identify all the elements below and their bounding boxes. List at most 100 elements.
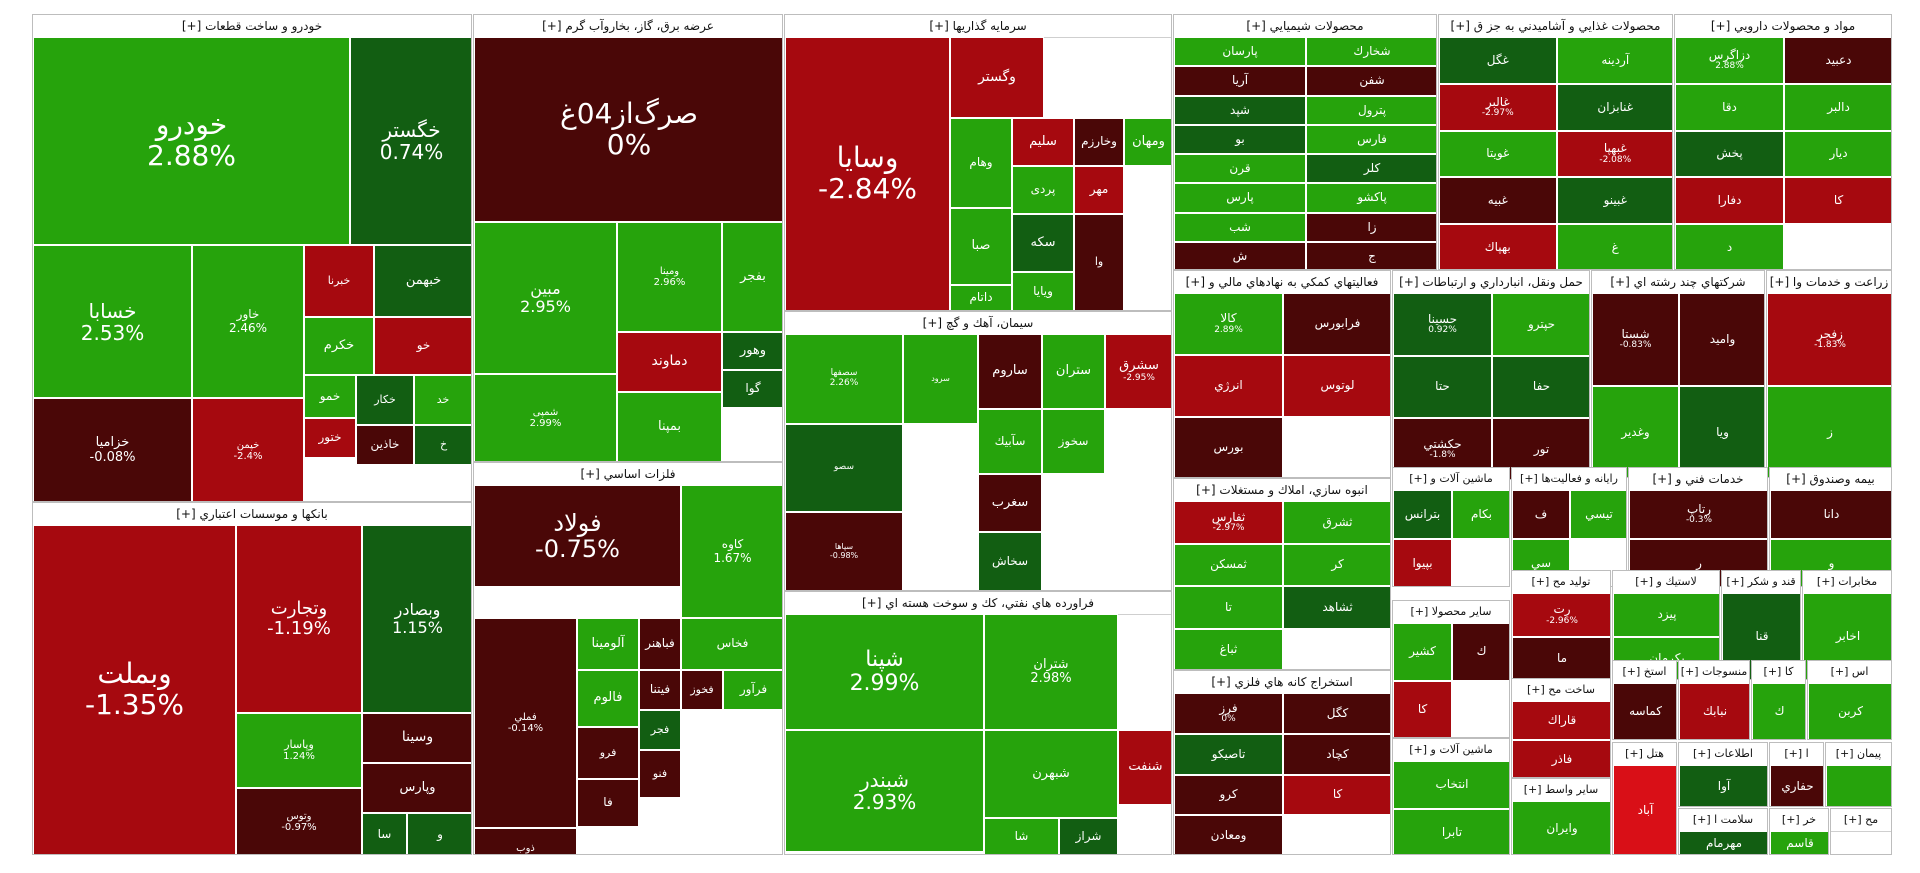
- sector-title[interactable]: محصولات غذايي و آشاميدني به جز ق [+]: [1439, 15, 1672, 38]
- tile[interactable]: سصو: [785, 424, 903, 512]
- tile[interactable]: شفن: [1306, 66, 1436, 96]
- tile[interactable]: ش: [1174, 241, 1306, 269]
- sector-title[interactable]: خر [+]: [1770, 809, 1828, 832]
- sector-title[interactable]: مخابرات [+]: [1803, 571, 1891, 594]
- tile[interactable]: كگل: [1283, 693, 1390, 734]
- tile[interactable]: بمپنا: [617, 392, 722, 461]
- tile[interactable]: زفجر -1.83%: [1767, 293, 1891, 386]
- sector-title[interactable]: شركتهاي چند رشته اي [+]: [1592, 271, 1764, 294]
- tile[interactable]: ثشاهد: [1283, 586, 1390, 629]
- tile[interactable]: پردی: [1012, 166, 1074, 214]
- sector-title[interactable]: ساير محصولا [+]: [1393, 601, 1509, 624]
- tile[interactable]: گوا: [722, 370, 782, 408]
- tile[interactable]: كر: [1283, 543, 1390, 586]
- tile[interactable]: غالبر -2.97%: [1439, 83, 1557, 131]
- tile[interactable]: وسينا: [362, 713, 471, 763]
- tile[interactable]: فرابورس: [1283, 293, 1390, 355]
- tile[interactable]: سكه: [1012, 214, 1074, 272]
- tile[interactable]: لوتوس: [1283, 355, 1390, 417]
- tile[interactable]: وتجارت -1.19%: [236, 525, 362, 713]
- sector-title[interactable]: توليد مح [+]: [1512, 571, 1610, 594]
- tile[interactable]: وپاسار 1.24%: [236, 713, 362, 788]
- tile[interactable]: فيتنا: [639, 670, 681, 710]
- tile[interactable]: قرن: [1174, 154, 1306, 184]
- tile[interactable]: غبينو: [1556, 177, 1672, 225]
- tile[interactable]: غگل: [1439, 37, 1557, 84]
- sector-title[interactable]: هتل [+]: [1613, 743, 1676, 766]
- tile[interactable]: فجر: [639, 710, 681, 750]
- sector-title[interactable]: زراعت و خدمات وا [+]: [1767, 271, 1891, 294]
- tile[interactable]: حفا: [1492, 355, 1589, 419]
- tile[interactable]: بورس: [1174, 417, 1283, 477]
- sector-title[interactable]: سلامت ا [+]: [1679, 809, 1767, 832]
- tile[interactable]: وپارس: [362, 763, 471, 813]
- tile[interactable]: شبندر 2.93%: [785, 730, 984, 852]
- tile[interactable]: وهام: [950, 118, 1012, 208]
- tile[interactable]: تيسي: [1570, 490, 1626, 539]
- tile[interactable]: شتران 2.98%: [984, 614, 1118, 730]
- sector-title[interactable]: منسوجات [+]: [1679, 661, 1749, 684]
- tile[interactable]: شستا -0.83%: [1592, 293, 1679, 386]
- sector-title[interactable]: استخ [+]: [1613, 661, 1676, 684]
- tile[interactable]: غ: [1556, 224, 1672, 269]
- tile[interactable]: ز: [1767, 386, 1891, 477]
- tile[interactable]: داتام: [950, 285, 1012, 310]
- tile[interactable]: شخارك: [1306, 37, 1436, 67]
- tile[interactable]: خاذين: [356, 425, 414, 465]
- tile[interactable]: مهر: [1074, 166, 1124, 214]
- tile[interactable]: شا: [984, 818, 1059, 854]
- tile[interactable]: بترانس: [1393, 490, 1452, 539]
- tile[interactable]: سپاها -0.98%: [785, 512, 903, 590]
- sector-title[interactable]: استخراج كانه هاي فلزي [+]: [1174, 671, 1390, 694]
- tile[interactable]: دعبيد: [1784, 37, 1891, 84]
- tile[interactable]: آوا: [1679, 765, 1767, 806]
- tile[interactable]: مبين 2.95%: [474, 222, 617, 374]
- tile[interactable]: كچاد: [1283, 733, 1390, 775]
- tile[interactable]: ومعادن: [1174, 815, 1283, 854]
- tile[interactable]: ك: [1452, 623, 1509, 681]
- tile[interactable]: سشرق -2.95%: [1105, 334, 1171, 409]
- tile[interactable]: كاوه 1.67%: [681, 485, 782, 618]
- tile[interactable]: وا: [1074, 214, 1124, 310]
- tile[interactable]: وگستر: [950, 37, 1044, 118]
- tile[interactable]: كا: [1393, 681, 1452, 737]
- tile[interactable]: وامید: [1679, 293, 1764, 386]
- tile[interactable]: وغدير: [1592, 386, 1679, 477]
- tile[interactable]: حسينا 0.92%: [1393, 293, 1492, 356]
- tile[interactable]: ساروم: [978, 334, 1042, 409]
- tile[interactable]: شب: [1174, 212, 1306, 242]
- tile[interactable]: فرآور: [723, 670, 782, 710]
- tile[interactable]: شبهرن: [984, 730, 1118, 818]
- tile[interactable]: ختور: [304, 418, 356, 458]
- tile[interactable]: آردينه: [1556, 37, 1672, 84]
- tile[interactable]: فملي -0.14%: [474, 618, 577, 828]
- tile[interactable]: سخاش: [978, 532, 1042, 590]
- tile[interactable]: ك: [1752, 683, 1805, 739]
- tile[interactable]: كا: [1283, 774, 1390, 816]
- tile[interactable]: فارس: [1306, 124, 1436, 154]
- tile[interactable]: كلر: [1306, 154, 1436, 184]
- tile[interactable]: قاراك: [1512, 701, 1610, 740]
- tile[interactable]: فرز 0%: [1174, 693, 1283, 734]
- sector-title[interactable]: خدمات فني و [+]: [1629, 468, 1767, 491]
- tile[interactable]: وهور: [722, 332, 782, 370]
- sector-title[interactable]: فعاليتهاي كمكي به نهادهاي مالي و [+]: [1174, 271, 1390, 294]
- tile[interactable]: بفجر: [722, 222, 782, 332]
- tile[interactable]: آلومينا: [577, 618, 639, 670]
- tile[interactable]: رتاپ -0.3%: [1629, 490, 1767, 539]
- sector-title[interactable]: اس [+]: [1808, 661, 1891, 684]
- tile[interactable]: بهپاك: [1439, 224, 1557, 269]
- tile[interactable]: حپترو: [1492, 293, 1589, 356]
- tile[interactable]: خو: [374, 317, 471, 375]
- tile[interactable]: فخوز: [681, 670, 723, 710]
- tile[interactable]: سا: [362, 813, 407, 854]
- tile[interactable]: سغرب: [978, 474, 1042, 532]
- tile[interactable]: حتا: [1393, 355, 1492, 419]
- tile[interactable]: ذوب-0.22%: [474, 828, 577, 854]
- tile[interactable]: خ: [414, 425, 471, 465]
- tile[interactable]: غبهپا -2.08%: [1556, 130, 1672, 178]
- tile[interactable]: بكام: [1452, 490, 1509, 539]
- tile[interactable]: مهرمام: [1679, 831, 1767, 854]
- tile[interactable]: كالا 2.89%: [1174, 293, 1283, 355]
- tile[interactable]: خسابا 2.53%: [33, 245, 192, 398]
